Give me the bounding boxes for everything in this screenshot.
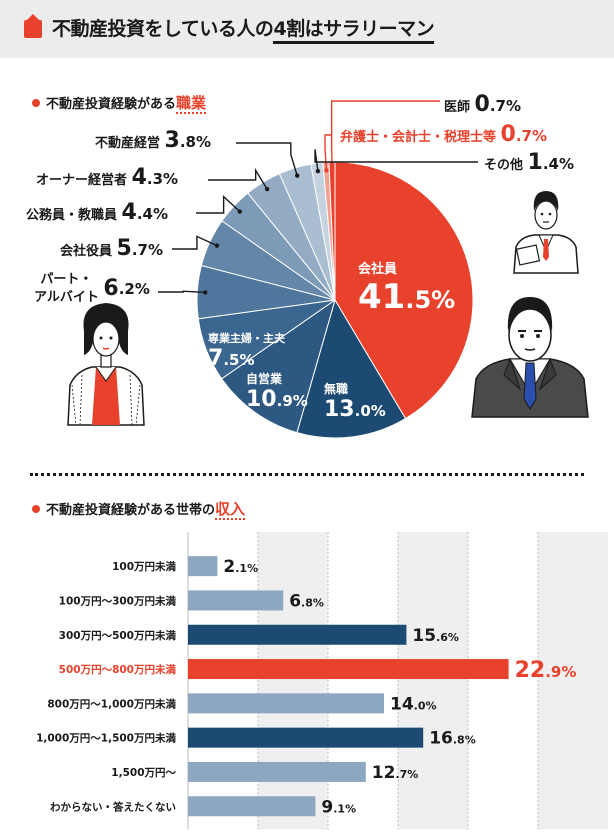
leader-dot-9 (315, 168, 321, 174)
label-keieisha: オーナー経営者 4.3% (36, 165, 179, 190)
bar-6 (188, 761, 366, 782)
category-label: 100万円〜300万円未満 (59, 594, 177, 607)
value-label: 16.8% (429, 729, 476, 749)
income-bar-chart: 100万円未満 100万円〜300万円未満 300万円〜500万円未満 500万円〜8… (36, 532, 608, 830)
bar-7 (188, 796, 316, 817)
label-ishi: 医師 0.7% (444, 92, 522, 117)
pie-slices (196, 161, 474, 439)
value-label: 6.8% (289, 591, 324, 611)
pie-slice-2 (220, 298, 336, 434)
leader-dot-4 (203, 290, 208, 295)
leader-line-10 (324, 134, 332, 171)
leader-line-6 (196, 194, 241, 214)
grid-band (258, 532, 328, 830)
doctor-illustration-icon (513, 191, 579, 274)
occupation-pie-chart (67, 100, 589, 439)
value-label: 9.1% (321, 797, 356, 817)
bar-3 (188, 659, 509, 680)
pie-leader-lines (158, 100, 478, 295)
label-kaishain: 会社員 41.5% (358, 262, 456, 317)
leader-dot-8 (295, 173, 300, 178)
bar-4 (188, 693, 384, 714)
leader-dot-6 (237, 209, 242, 214)
leader-dot-5 (214, 243, 220, 248)
label-bengoshi: 弁護士・会計士・税理士等 0.7% (340, 122, 548, 147)
category-label: 1,000万円〜1,500万円未満 (36, 732, 176, 745)
category-label: 800万円〜1,000万円未満 (47, 697, 176, 710)
bar-0 (188, 556, 218, 577)
bullet-dot-icon (32, 99, 40, 107)
value-label: 15.6% (412, 626, 459, 646)
value-labels: 2.1% 6.8% 15.6% 22.9% 14.0% 16.8% 12.7% 9.1% (223, 557, 576, 817)
businessman-illustration-icon (471, 297, 589, 418)
label-sonota: その他 1.4% (484, 150, 575, 175)
value-label: 22.9% (515, 658, 577, 683)
label-part-arbeit: パート・ アルバイト 6.2% (34, 272, 150, 305)
leader-line-8 (236, 142, 298, 176)
leader-line-9 (314, 149, 478, 172)
pie-slice-1 (296, 298, 407, 439)
occupation-section-label: 不動産投資経験がある職業 (32, 92, 207, 114)
grid-bands (258, 532, 608, 830)
value-label: 12.7% (372, 763, 419, 783)
category-label: 300万円〜500万円未満 (59, 629, 177, 642)
label-mushoku: 無職 13.0% (324, 382, 386, 422)
page-header: 不動産投資をしている人の4割はサラリーマン (0, 0, 614, 58)
bar-1 (188, 590, 284, 611)
grid-lines (187, 532, 539, 830)
page-title: 不動産投資をしている人の4割はサラリーマン (52, 14, 435, 44)
leader-dot-11 (329, 167, 335, 173)
value-label: 2.1% (223, 557, 258, 577)
leader-dot-7 (264, 186, 270, 192)
title-prefix: 不動産投資をしている人の (52, 18, 274, 40)
label-koumuin: 公務員・教職員 4.4% (26, 200, 169, 225)
bars (188, 556, 509, 817)
label-kaisha-yakuin: 会社役員 5.7% (60, 236, 164, 261)
bullet-dot-icon (32, 505, 40, 513)
section-divider (30, 473, 584, 476)
woman-illustration-icon (67, 303, 145, 426)
grid-band (538, 532, 608, 830)
title-highlight: 4割はサラリーマン (273, 18, 435, 44)
income-section-label: 不動産投資経験がある世帯の収入 (32, 498, 246, 520)
leader-line-11 (330, 100, 440, 171)
leader-line-5 (172, 235, 218, 250)
leader-dot-10 (324, 168, 329, 173)
leader-line-4 (158, 290, 206, 294)
leader-line-7 (208, 167, 268, 190)
bar-5 (188, 727, 424, 748)
pie-slice-0 (334, 161, 474, 420)
label-sengyou-shufu: 専業主婦・主夫 7.5% (208, 332, 285, 371)
label-jieigyou: 自営業 10.9% (246, 372, 308, 412)
category-label: 1,500万円〜 (111, 767, 176, 779)
label-fudousan-keiei: 不動産経営 3.8% (95, 128, 212, 153)
category-label: 500万円〜800万円未満 (59, 663, 177, 676)
category-labels: 100万円未満 100万円〜300万円未満 300万円〜500万円未満 500万円〜8… (36, 560, 176, 813)
category-label: 100万円未満 (112, 560, 176, 573)
grid-band (398, 532, 468, 830)
category-label: わからない・答えたくない (50, 800, 176, 813)
house-icon (24, 14, 42, 38)
value-label: 14.0% (390, 694, 437, 714)
bar-2 (188, 624, 407, 645)
